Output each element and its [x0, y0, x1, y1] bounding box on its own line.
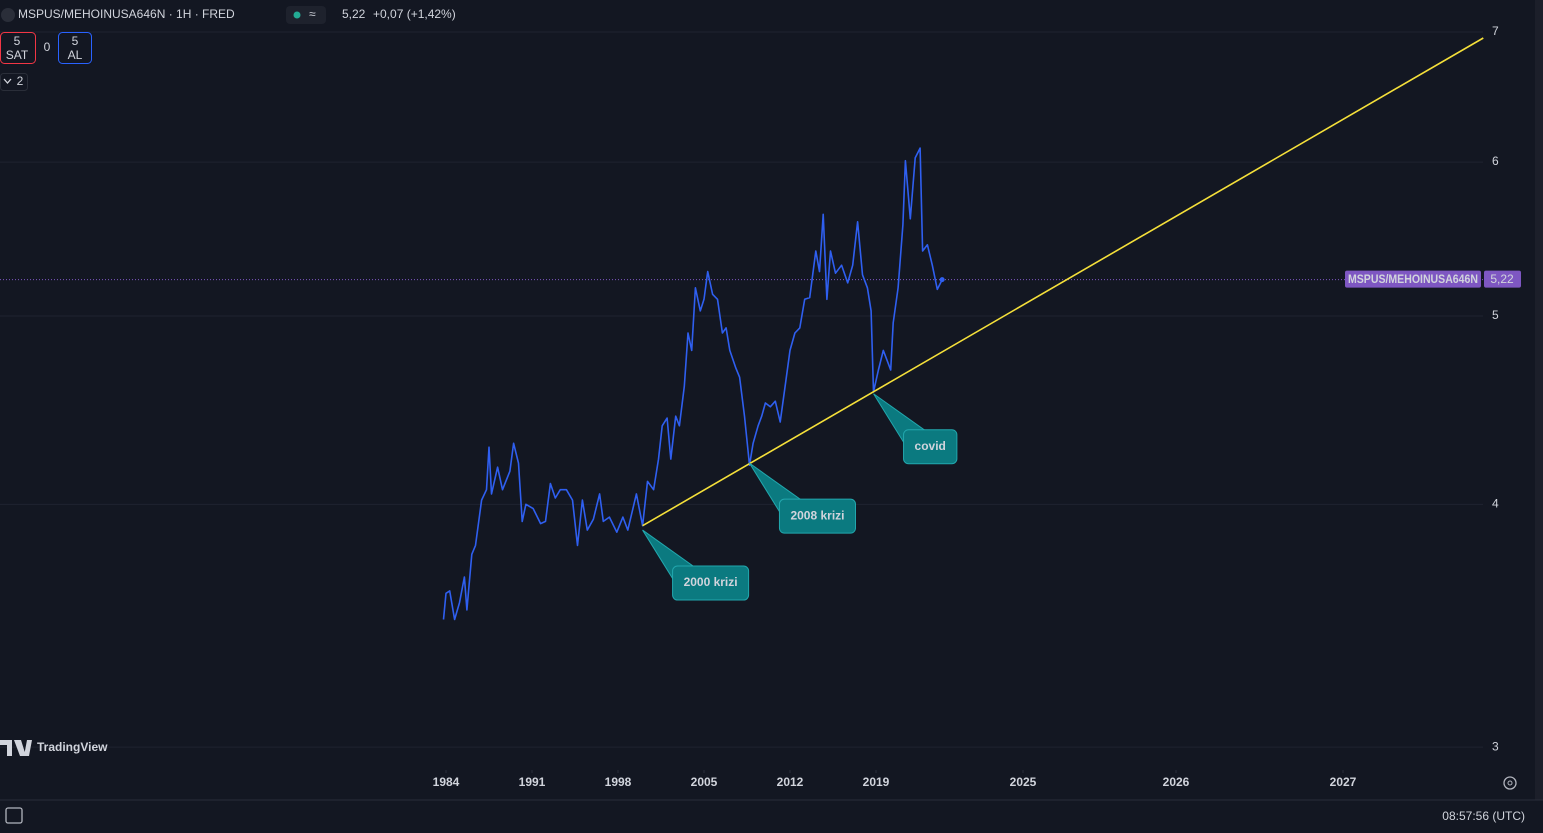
last-value-label: 5,22: [1490, 272, 1514, 286]
settings-icon[interactable]: [1503, 776, 1517, 790]
y-tick-label: 7: [1492, 24, 1499, 38]
status-badge: [286, 6, 326, 24]
sell-button[interactable]: [0, 32, 36, 64]
status-dot: [293, 11, 301, 19]
watermark-text: TradingView: [37, 740, 108, 754]
x-tick-label: 1984: [433, 775, 460, 789]
x-tick-label: 2005: [691, 775, 718, 789]
gear-center: [1507, 780, 1513, 786]
callout-text: covid: [915, 439, 946, 453]
callout-box: [778, 498, 857, 534]
status-icon: ≈: [309, 7, 316, 21]
x-tick-label: 2027: [1330, 775, 1357, 789]
x-tick-label: 2025: [1010, 775, 1037, 789]
buy-button[interactable]: [58, 32, 92, 64]
indicators-toggle[interactable]: [0, 73, 28, 91]
gear[interactable]: [1503, 776, 1517, 790]
callout-text: 2008 krizi: [790, 508, 844, 522]
x-tick-label: 1998: [605, 775, 632, 789]
price-change: +0,07 (+1,42%): [373, 7, 456, 21]
indicators-count: 2: [17, 74, 24, 88]
callout: covid: [873, 393, 958, 465]
callout: 2000 krizi: [642, 529, 750, 601]
sell-count: 5: [14, 34, 21, 48]
last-point: [939, 277, 945, 283]
symbol-icon: [1, 8, 15, 22]
watermark: TradingView: [0, 740, 108, 756]
y-tick-label: 5: [1492, 308, 1499, 322]
scrollbar: [1535, 0, 1543, 800]
series-name-label: MSPUS/MEHOINUSA646N: [1348, 272, 1478, 286]
x-tick-label: 1991: [519, 775, 546, 789]
callout: 2008 krizi: [749, 462, 857, 534]
x-tick-label: 2012: [777, 775, 804, 789]
clock: 08:57:56 (UTC): [1442, 809, 1525, 823]
trend-line: [642, 37, 1484, 527]
date-range-icon[interactable]: [5, 807, 23, 824]
spread: 0: [44, 40, 51, 54]
last-value-badge: [1484, 270, 1521, 288]
price-line: [442, 147, 943, 621]
y-tick-label: 4: [1492, 497, 1499, 511]
chevron: [3, 78, 12, 84]
callout-box: [903, 429, 958, 465]
buy-count: 5: [72, 34, 79, 48]
callout-text: 2000 krizi: [684, 575, 738, 589]
callout-box: [672, 565, 750, 601]
symbol-title[interactable]: MSPUS/MEHOINUSA646N · 1H · FRED: [18, 7, 235, 21]
header: MSPUS/MEHOINUSA646N · 1H · FRED ≈ 5,22 +…: [0, 6, 456, 91]
series-name-badge: [1345, 270, 1481, 288]
y-tick-label: 6: [1492, 154, 1499, 168]
x-tick-label: 2019: [863, 775, 890, 789]
sell-label: SAT: [6, 48, 29, 62]
x-tick-label: 2026: [1163, 775, 1190, 789]
buy-label: AL: [68, 48, 83, 62]
price: 5,22: [342, 7, 366, 21]
y-tick-label: 3: [1492, 739, 1499, 753]
watermark-logo: [0, 740, 32, 756]
